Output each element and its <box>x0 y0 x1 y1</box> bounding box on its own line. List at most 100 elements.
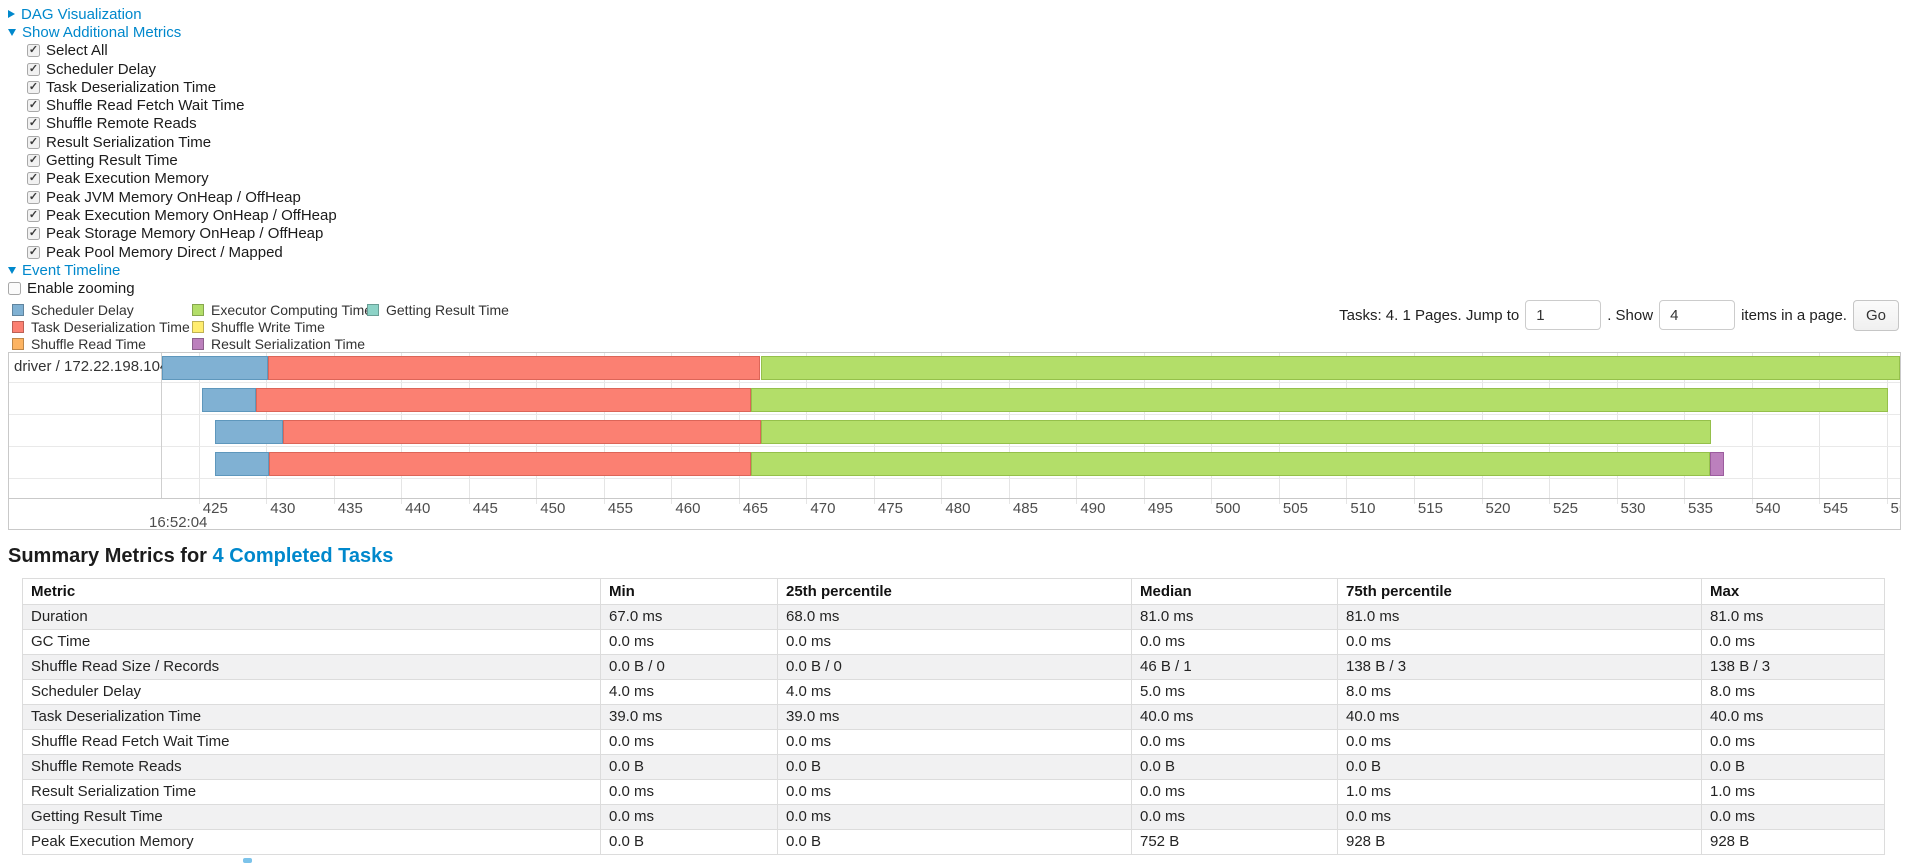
summary-row: Shuffle Read Fetch Wait Time 0.0 ms 0.0 ms… <box>22 728 1885 755</box>
summary-metric-name: GC Time <box>22 628 601 655</box>
pagination-items-text: items in a page. <box>1741 306 1847 324</box>
go-button[interactable]: Go <box>1852 299 1899 331</box>
timeline-legend: Scheduler Delay Task Deserialization Time… <box>12 300 509 353</box>
summary-metric-value: 0.0 ms <box>1131 628 1338 655</box>
metric-checkbox[interactable] <box>27 44 40 58</box>
summary-metric-value: 1.0 ms <box>1701 778 1885 805</box>
axis-tick-label: 425 <box>202 499 228 517</box>
summary-column-header[interactable]: Min <box>600 577 778 605</box>
row-separator-line <box>9 413 1900 415</box>
event-timeline-toggle[interactable]: Event Timeline <box>8 261 1907 279</box>
metric-checkbox[interactable] <box>27 172 40 186</box>
axis-tick-label: 550 <box>1890 499 1901 517</box>
completed-tasks-link[interactable]: 4 Completed Tasks <box>212 544 394 567</box>
metric-checkbox[interactable] <box>27 99 40 113</box>
summary-row: Scheduler Delay 4.0 ms 4.0 ms 5.0 ms 8.0 ms 8… <box>22 678 1885 705</box>
summary-metric-value: 0.0 B / 0 <box>777 653 1132 680</box>
metric-checkbox-item[interactable]: Peak Execution Memory <box>8 170 1907 188</box>
timeline-task-bar-segment-scheduler_delay[interactable] <box>215 419 283 444</box>
timeline-task-bar-segment-task_deserialization[interactable] <box>255 387 751 412</box>
expanded-arrow-icon <box>8 28 16 36</box>
timeline-task-bar-segment-executor_computing[interactable] <box>760 355 1900 380</box>
legend-and-pagination-strip: Scheduler Delay Task Deserialization Time… <box>0 299 1907 353</box>
enable-zooming-row[interactable]: Enable zooming <box>8 279 1907 297</box>
metric-checkbox-label: Shuffle Remote Reads <box>46 115 197 133</box>
metric-checkbox-item[interactable]: Shuffle Read Fetch Wait Time <box>8 96 1907 114</box>
event-timeline-link[interactable]: Event Timeline <box>22 261 121 279</box>
summary-metric-name: Shuffle Read Size / Records <box>22 653 601 680</box>
metric-checkbox-item[interactable]: Shuffle Remote Reads <box>8 115 1907 133</box>
stage-controls: DAG Visualization Show Additional Metric… <box>0 0 1907 298</box>
metric-checkbox-item[interactable]: Getting Result Time <box>8 151 1907 169</box>
metric-checkbox[interactable] <box>27 117 40 131</box>
axis-tick-label: 515 <box>1417 499 1443 517</box>
summary-metric-value: 81.0 ms <box>1701 603 1885 630</box>
metric-checkbox-item[interactable]: Scheduler Delay <box>8 60 1907 78</box>
timeline-task-bar-segment-executor_computing[interactable] <box>760 419 1711 444</box>
timeline-task-bar-segment-executor_computing[interactable] <box>751 387 1888 412</box>
legend-label: Getting Result Time <box>386 302 509 319</box>
summary-column-header[interactable]: Max <box>1701 577 1885 605</box>
summary-metric-value: 138 B / 3 <box>1337 653 1702 680</box>
summary-column-header[interactable]: 75th percentile <box>1337 577 1702 605</box>
metric-checkbox[interactable] <box>27 245 40 259</box>
axis-tick-label: 440 <box>405 499 431 517</box>
summary-metric-value: 752 B <box>1131 828 1338 855</box>
summary-metric-value: 1.0 ms <box>1337 778 1702 805</box>
timeline-task-bar-segment-scheduler_delay[interactable] <box>201 387 256 412</box>
summary-metric-value: 0.0 ms <box>1701 728 1885 755</box>
summary-column-header[interactable]: 25th percentile <box>777 577 1132 605</box>
timeline-task-bar-segment-task_deserialization[interactable] <box>282 419 761 444</box>
summary-column-header[interactable]: Metric <box>22 577 601 605</box>
metric-checkbox[interactable] <box>27 208 40 222</box>
label-column-border <box>161 352 162 498</box>
summary-metric-value: 0.0 ms <box>600 803 778 830</box>
summary-metric-value: 0.0 ms <box>777 628 1132 655</box>
legend-item-getting_result: Getting Result Time <box>367 302 509 319</box>
summary-metric-value: 0.0 B <box>777 753 1132 780</box>
summary-metric-value: 0.0 ms <box>777 803 1132 830</box>
metric-checkbox-item[interactable]: Peak Pool Memory Direct / Mapped <box>8 243 1907 261</box>
metric-checkbox-label: Peak Execution Memory <box>46 170 209 188</box>
jump-to-page-input[interactable] <box>1525 300 1602 331</box>
metric-checkbox-item[interactable]: Peak Storage Memory OnHeap / OffHeap <box>8 225 1907 243</box>
timeline-task-bar-segment-result_serialization[interactable] <box>1709 451 1725 476</box>
metric-checkbox[interactable] <box>27 80 40 94</box>
timeline-task-bar-segment-scheduler_delay[interactable] <box>162 355 268 380</box>
summary-metric-name: Shuffle Read Fetch Wait Time <box>22 728 601 755</box>
pagination-summary-text: Tasks: 4. 1 Pages. Jump to <box>1339 306 1520 324</box>
metric-checkbox[interactable] <box>27 190 40 204</box>
metric-checkbox-item[interactable]: Select All <box>8 42 1907 60</box>
legend-column: Getting Result Time <box>367 302 509 353</box>
axis-tick-label: 430 <box>270 499 296 517</box>
summary-column-header[interactable]: Median <box>1131 577 1338 605</box>
summary-metric-value: 40.0 ms <box>1701 703 1885 730</box>
show-additional-metrics-link[interactable]: Show Additional Metrics <box>22 23 182 41</box>
axis-tick-label: 495 <box>1147 499 1173 517</box>
summary-metrics-table: Metric Min 25th percentile Median 75th perce… <box>22 577 1885 855</box>
metric-checkbox-item[interactable]: Task Deserialization Time <box>8 78 1907 96</box>
metric-checkbox-label: Peak Storage Memory OnHeap / OffHeap <box>46 225 324 243</box>
metric-checkbox[interactable] <box>27 227 40 241</box>
timeline-task-bar-segment-task_deserialization[interactable] <box>269 451 751 476</box>
axis-tick-label: 465 <box>742 499 768 517</box>
metric-checkbox[interactable] <box>27 62 40 76</box>
dag-visualization-toggle[interactable]: DAG Visualization <box>8 5 1907 23</box>
metric-checkbox-label: Result Serialization Time <box>46 133 212 151</box>
metric-checkbox-item[interactable]: Peak Execution Memory OnHeap / OffHeap <box>8 206 1907 224</box>
dag-visualization-link[interactable]: DAG Visualization <box>21 5 142 23</box>
summary-row: Shuffle Read Size / Records 0.0 B / 0 0.0 … <box>22 653 1885 680</box>
metric-checkbox-item[interactable]: Result Serialization Time <box>8 133 1907 151</box>
timeline-task-bar-segment-task_deserialization[interactable] <box>267 355 761 380</box>
summary-metric-name: Shuffle Remote Reads <box>22 753 601 780</box>
enable-zooming-checkbox[interactable] <box>8 282 21 296</box>
timeline-task-bar-segment-executor_computing[interactable] <box>751 451 1710 476</box>
metric-checkbox[interactable] <box>27 135 40 149</box>
axis-tick-label: 470 <box>810 499 836 517</box>
timeline-task-bar-segment-scheduler_delay[interactable] <box>215 451 269 476</box>
show-additional-metrics-toggle[interactable]: Show Additional Metrics <box>8 23 1907 41</box>
legend-label: Result Serialization Time <box>211 336 366 353</box>
items-per-page-input[interactable] <box>1659 300 1736 331</box>
metric-checkbox[interactable] <box>27 154 40 168</box>
metric-checkbox-item[interactable]: Peak JVM Memory OnHeap / OffHeap <box>8 188 1907 206</box>
